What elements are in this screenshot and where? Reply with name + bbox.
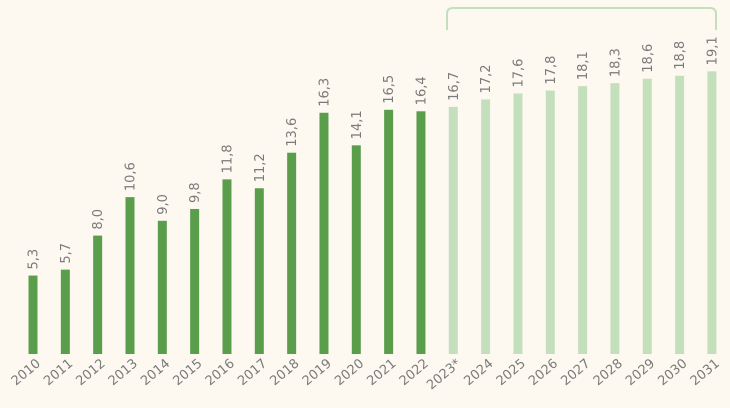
bar <box>93 235 103 354</box>
bar <box>416 111 426 354</box>
bar <box>675 75 685 354</box>
bar <box>125 197 135 354</box>
value-label: 8,0 <box>91 209 106 230</box>
value-label: 5,7 <box>59 243 74 264</box>
value-label: 17,8 <box>544 56 559 85</box>
bar <box>157 220 167 354</box>
bar <box>642 78 652 354</box>
bar <box>610 83 620 354</box>
bar <box>481 99 491 354</box>
value-label: 16,5 <box>382 75 397 104</box>
bar <box>351 145 361 354</box>
value-label: 9,0 <box>156 194 171 215</box>
value-label: 17,6 <box>511 59 526 88</box>
bar <box>190 208 200 354</box>
value-label: 18,6 <box>641 44 656 73</box>
value-label: 9,8 <box>188 182 203 203</box>
forecast-bracket <box>446 7 717 30</box>
value-label: 14,1 <box>350 110 365 139</box>
value-label: 10,6 <box>123 162 138 191</box>
bar <box>707 71 717 354</box>
value-label: 17,2 <box>479 64 494 93</box>
bar <box>384 109 394 354</box>
value-label: 16,3 <box>317 78 332 107</box>
bar <box>287 152 297 354</box>
value-label: 5,3 <box>27 249 42 270</box>
bar <box>28 275 38 354</box>
bar <box>319 112 329 354</box>
value-label: 18,3 <box>608 48 623 77</box>
value-label: 18,1 <box>576 51 591 80</box>
value-label: 16,7 <box>447 72 462 101</box>
bar <box>578 86 588 355</box>
bar <box>254 188 264 354</box>
value-label: 18,8 <box>673 41 688 70</box>
value-label: 19,1 <box>705 36 720 65</box>
value-label: 11,8 <box>220 144 235 173</box>
bar <box>222 179 232 354</box>
bar <box>513 93 523 355</box>
bar <box>545 90 555 354</box>
bar <box>60 269 70 354</box>
value-label: 13,6 <box>285 118 300 147</box>
value-label: 11,2 <box>253 153 268 182</box>
bar <box>448 106 458 354</box>
value-label: 16,4 <box>414 76 429 105</box>
